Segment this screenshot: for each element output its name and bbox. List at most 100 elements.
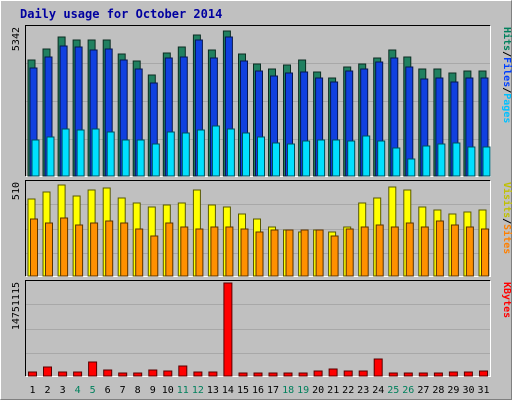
bar-sites-day-12 [195,228,204,277]
bar-pages-day-11 [181,132,190,177]
bar-pages-day-25 [392,147,401,177]
bar-kbytes-day-31 [479,370,488,377]
x-tick-label: 28 [432,385,444,396]
x-tick-label: 23 [357,385,369,396]
x-tick-label: 16 [252,385,264,396]
bar-pages-day-27 [422,145,431,177]
bar-pages-day-1 [31,139,40,177]
x-tick-label: 8 [135,385,141,396]
x-tick-label: 2 [44,385,50,396]
legend-mid: Visits/Sites [501,182,512,254]
x-tick-label: 29 [447,385,459,396]
x-tick-label: 19 [297,385,309,396]
bar-kbytes-day-27 [418,372,428,377]
bar-kbytes-day-26 [403,372,413,377]
bar-pages-day-5 [91,128,100,177]
x-tick-label: 5 [90,385,96,396]
bar-kbytes-day-4 [73,371,83,377]
bar-kbytes-day-18 [283,372,293,377]
bar-kbytes-day-10 [163,370,173,377]
x-tick-label: 14 [222,385,234,396]
legend-entry: Visits [501,182,512,218]
bar-sites-day-1 [30,218,38,277]
x-tick-label: 6 [105,385,111,396]
bar-sites-day-13 [210,226,219,277]
y-max-label-mid: 510 [11,182,22,200]
bar-pages-day-14 [226,128,235,177]
x-tick-label: 11 [177,385,189,396]
bar-sites-day-31 [481,228,489,277]
bar-kbytes-day-15 [238,372,248,377]
panel-bottom: 14751115 KBytes [11,280,512,377]
bar-sites-day-15 [240,228,249,277]
bar-pages-day-28 [437,143,446,177]
bar-pages-day-2 [46,136,55,177]
bar-kbytes-day-29 [448,371,458,377]
bar-kbytes-day-24 [373,358,383,377]
x-tick-label: 31 [477,385,489,396]
bar-sites-day-18 [285,229,294,277]
bar-kbytes-day-14 [223,282,233,377]
bar-sites-day-17 [270,229,279,277]
bar-pages-day-3 [61,128,70,177]
bar-pages-day-15 [242,132,250,177]
bar-kbytes-day-6 [103,369,113,377]
legend-entry: Pages [501,93,512,123]
bar-pages-day-13 [211,125,220,177]
bar-pages-day-4 [76,129,85,177]
x-tick-label: 3 [60,385,66,396]
x-tick-label: 4 [75,385,81,396]
x-tick-label: 20 [312,385,324,396]
bar-kbytes-day-9 [148,369,158,377]
bar-kbytes-day-19 [298,372,308,377]
bar-sites-day-19 [300,229,309,277]
bar-kbytes-day-3 [58,371,68,377]
x-tick-label: 21 [327,385,339,396]
x-tick-label: 7 [120,385,126,396]
bar-sites-day-4 [75,224,84,277]
bar-sites-day-11 [180,226,189,277]
bar-pages-day-30 [467,146,476,177]
x-tick-label: 15 [237,385,249,396]
legend-entry: / [501,87,512,93]
x-tick-label: 30 [462,385,474,396]
bar-kbytes-day-13 [208,371,218,377]
bar-pages-day-24 [377,140,386,177]
bar-sites-day-26 [405,222,414,277]
bar-sites-day-27 [420,226,429,277]
y-max-label-top: 5342 [11,27,22,51]
bar-pages-day-18 [287,143,295,177]
bar-pages-day-16 [257,136,265,177]
bar-kbytes-day-7 [118,372,128,377]
bar-pages-day-7 [121,139,130,177]
bar-kbytes-day-20 [313,370,323,377]
bar-sites-day-7 [120,222,129,277]
legend-top: Hits/Files/Pages [501,27,512,123]
bar-kbytes-day-28 [433,372,443,377]
bar-pages-day-23 [362,135,371,177]
x-tick-label: 25 [387,385,399,396]
y-max-label-bottom: 14751115 [11,282,22,330]
bar-pages-day-22 [347,140,356,177]
x-tick-label: 24 [372,385,384,396]
bar-sites-day-21 [330,235,339,277]
bar-sites-day-24 [375,224,384,277]
x-tick-label: 22 [342,385,354,396]
bar-sites-day-8 [135,228,144,277]
chart-title: Daily usage for October 2014 [20,7,222,21]
bar-pages-day-8 [136,139,145,177]
legend-bottom: KBytes [501,282,512,318]
legend-entry: Files [501,57,512,87]
plot-area-bottom [25,280,491,377]
x-tick-label: 18 [282,385,294,396]
x-tick-label: 26 [402,385,414,396]
bar-sites-day-16 [255,231,264,277]
legend-entry: Sites [501,224,512,254]
bar-sites-day-23 [360,226,369,277]
bar-pages-day-19 [302,140,311,177]
bar-sites-day-29 [450,224,459,277]
bar-sites-day-5 [90,222,99,277]
